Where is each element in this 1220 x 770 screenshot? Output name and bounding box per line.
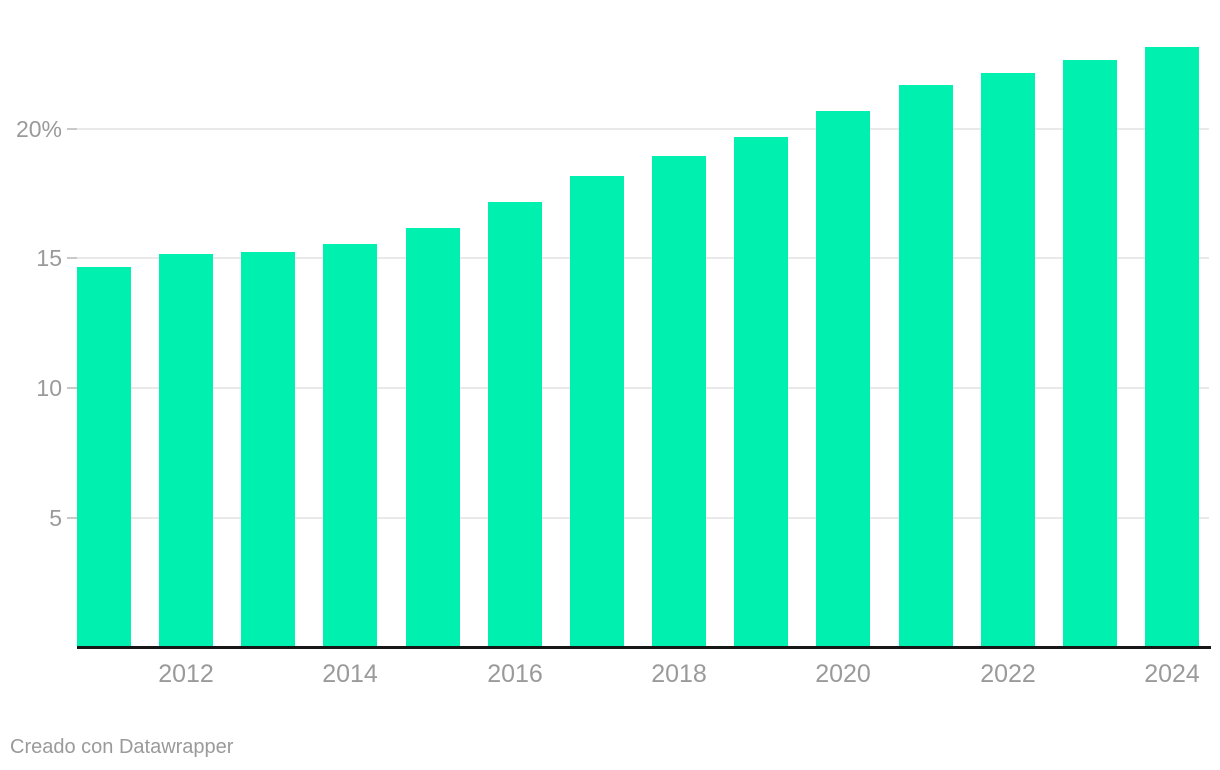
bar-2013[interactable] (241, 252, 295, 646)
x-axis-line (77, 646, 1211, 649)
gridline-5 (77, 517, 1209, 519)
x-axis-label-2016: 2016 (487, 660, 543, 688)
bar-2018[interactable] (652, 156, 706, 646)
y-axis-label-5: 5 (49, 505, 62, 531)
x-axis-label-2018: 2018 (651, 660, 707, 688)
y-tick-5 (67, 517, 77, 519)
bar-2012[interactable] (159, 254, 213, 646)
x-axis-label-2024: 2024 (1144, 660, 1200, 688)
gridline-15 (77, 257, 1209, 259)
bar-2023[interactable] (1063, 60, 1117, 646)
x-axis-label-2020: 2020 (815, 660, 871, 688)
bar-2021[interactable] (899, 85, 953, 646)
y-axis-label-20: 20% (15, 116, 62, 142)
attribution: Creado con Datawrapper (10, 734, 233, 760)
bar-2017[interactable] (570, 176, 624, 646)
bar-2024[interactable] (1145, 47, 1199, 646)
bar-2022[interactable] (981, 73, 1035, 646)
x-axis-label-2022: 2022 (980, 660, 1036, 688)
attribution-link[interactable]: Creado con Datawrapper (10, 736, 234, 758)
bar-2011[interactable] (77, 267, 131, 646)
y-tick-10 (67, 387, 77, 389)
bar-2014[interactable] (323, 244, 377, 646)
y-axis-label-15: 15 (36, 245, 62, 271)
y-tick-20 (67, 128, 77, 130)
gridline-10 (77, 387, 1209, 389)
bar-2019[interactable] (734, 137, 788, 646)
x-axis-label-2014: 2014 (322, 660, 378, 688)
x-axis-label-2012: 2012 (158, 660, 214, 688)
gridline-20 (77, 128, 1209, 130)
bar-2015[interactable] (406, 228, 460, 646)
bar-2020[interactable] (816, 111, 870, 646)
y-tick-15 (67, 257, 77, 259)
y-axis-label-10: 10 (36, 375, 62, 401)
bar-2016[interactable] (488, 202, 542, 646)
